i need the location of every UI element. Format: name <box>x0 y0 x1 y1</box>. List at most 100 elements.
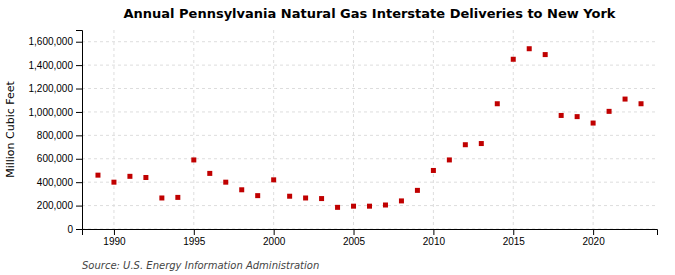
point <box>223 180 228 185</box>
x-tick-mark <box>593 229 594 235</box>
point <box>415 188 420 193</box>
chart-container: 1990 1995 2000 2005 2010 2015 2020 0 200,000 400,… <box>0 0 675 275</box>
point <box>511 57 516 62</box>
y-tick: 1,400,000 <box>29 60 83 71</box>
point <box>559 113 564 118</box>
y-grid-line <box>82 158 657 159</box>
x-grid-line <box>593 30 594 229</box>
x-tick: 1995 <box>183 229 206 247</box>
point <box>303 195 308 200</box>
y-tick-mark <box>76 135 82 136</box>
y-tick: 400,000 <box>37 177 82 188</box>
y-tick: 200,000 <box>37 200 82 211</box>
point <box>255 193 260 198</box>
x-tick-mark <box>274 229 275 235</box>
plot-area: 1990 1995 2000 2005 2010 2015 2020 0 200,000 400,… <box>29 30 658 247</box>
y-tick-mark <box>76 182 82 183</box>
point <box>495 101 500 106</box>
point <box>207 171 212 176</box>
point <box>463 142 468 147</box>
x-tick: 2020 <box>582 229 605 247</box>
y-grid-line <box>82 135 657 136</box>
y-tick: 0 <box>67 224 82 235</box>
y-tick-mark <box>76 229 82 230</box>
x-tick: 2015 <box>503 229 526 247</box>
x-tick: 2005 <box>343 229 366 247</box>
title: Annual Pennsylvania Natural Gas Intersta… <box>123 6 615 21</box>
x-grid-line <box>433 30 434 229</box>
point <box>479 141 484 146</box>
point <box>319 196 324 201</box>
point <box>399 198 404 203</box>
x-tick-label: 2010 <box>423 236 446 247</box>
point <box>287 194 292 199</box>
point <box>127 174 132 179</box>
y-tick-label: 800,000 <box>37 130 74 141</box>
points <box>95 46 643 210</box>
point <box>111 180 116 185</box>
y-axis: 0 200,000 400,000 600,000 800,000 1,000,000 1,… <box>29 31 83 235</box>
point <box>191 157 196 162</box>
x-tick-label: 2020 <box>582 236 605 247</box>
y-tick-label: 1,000,000 <box>29 107 74 118</box>
y-tick-mark <box>76 89 82 90</box>
y-tick-mark <box>76 159 82 160</box>
y-tick: 1,000,000 <box>29 107 83 118</box>
point <box>95 173 100 178</box>
x-grid-line <box>193 30 194 229</box>
source-note: Source: U.S. Energy Information Administ… <box>82 260 319 271</box>
x-axis-line <box>83 230 658 236</box>
y-tick-label: 400,000 <box>37 177 74 188</box>
x-tick: 2010 <box>423 229 446 247</box>
x-grid-line <box>353 30 354 229</box>
point <box>527 46 532 51</box>
point <box>543 52 548 57</box>
point <box>351 204 356 209</box>
chart-svg: 1990 1995 2000 2005 2010 2015 2020 0 200,000 400,… <box>0 0 675 275</box>
y-tick: 600,000 <box>37 153 82 164</box>
y-tick-label: 0 <box>67 224 73 235</box>
y-tick: 800,000 <box>37 130 82 141</box>
point <box>143 175 148 180</box>
x-grid-line <box>113 30 114 229</box>
x-axis: 1990 1995 2000 2005 2010 2015 2020 <box>83 229 658 247</box>
grid <box>82 30 657 229</box>
y-axis-line <box>76 31 83 230</box>
y-tick-label: 600,000 <box>37 153 74 164</box>
point <box>447 157 452 162</box>
y-grid-line <box>82 111 657 112</box>
point <box>271 177 276 182</box>
point <box>239 187 244 192</box>
y-tick-mark <box>76 65 82 66</box>
point <box>335 205 340 210</box>
x-tick-label: 2015 <box>503 236 526 247</box>
point <box>575 114 580 119</box>
y-tick: 1,600,000 <box>29 36 83 47</box>
point <box>623 97 628 102</box>
point <box>591 121 596 126</box>
y-tick-mark <box>76 42 82 43</box>
y-tick-mark <box>76 206 82 207</box>
point <box>159 195 164 200</box>
point <box>607 109 612 114</box>
point <box>175 195 180 200</box>
y-tick-mark <box>76 112 82 113</box>
y-axis-title: Million Cubic Feet <box>4 80 17 177</box>
x-grid-line <box>273 30 274 229</box>
x-tick: 2000 <box>263 229 286 247</box>
y-tick-label: 1,600,000 <box>29 36 74 47</box>
x-tick-mark <box>114 229 115 235</box>
point <box>431 168 436 173</box>
y-grid-line <box>82 41 657 42</box>
x-tick-mark <box>354 229 355 235</box>
y-grid-line <box>82 65 657 66</box>
y-tick: 1,200,000 <box>29 83 83 94</box>
point <box>639 101 644 106</box>
x-tick-label: 2000 <box>263 236 286 247</box>
x-tick-label: 1990 <box>103 236 126 247</box>
y-grid-line <box>82 88 657 89</box>
x-tick-mark <box>433 229 434 235</box>
y-grid-line <box>82 182 657 183</box>
point <box>367 204 372 209</box>
y-tick-label: 200,000 <box>37 200 74 211</box>
